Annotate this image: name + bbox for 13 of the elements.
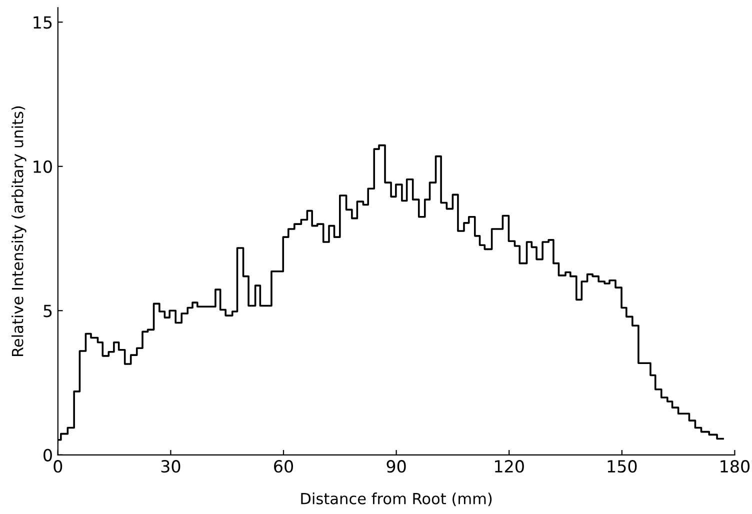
y-axis-title: Relative Intensity (arbitary units) [11,106,26,356]
x-tick-label: 90 [386,460,406,473]
x-tick-label: 30 [161,460,180,473]
y-tick-label: 15 [34,16,52,29]
x-tick-label: 0 [54,460,62,473]
x-tick-label: 60 [274,460,293,473]
x-tick-label: 180 [720,460,750,473]
y-tick-label: 10 [34,160,52,173]
y-tick-label: 5 [44,304,52,318]
x-axis-title: Distance from Root (mm) [301,492,492,506]
x-tick-label: 150 [608,460,637,473]
y-tick-label: 0 [44,448,52,462]
x-tick-label: 120 [495,460,524,473]
